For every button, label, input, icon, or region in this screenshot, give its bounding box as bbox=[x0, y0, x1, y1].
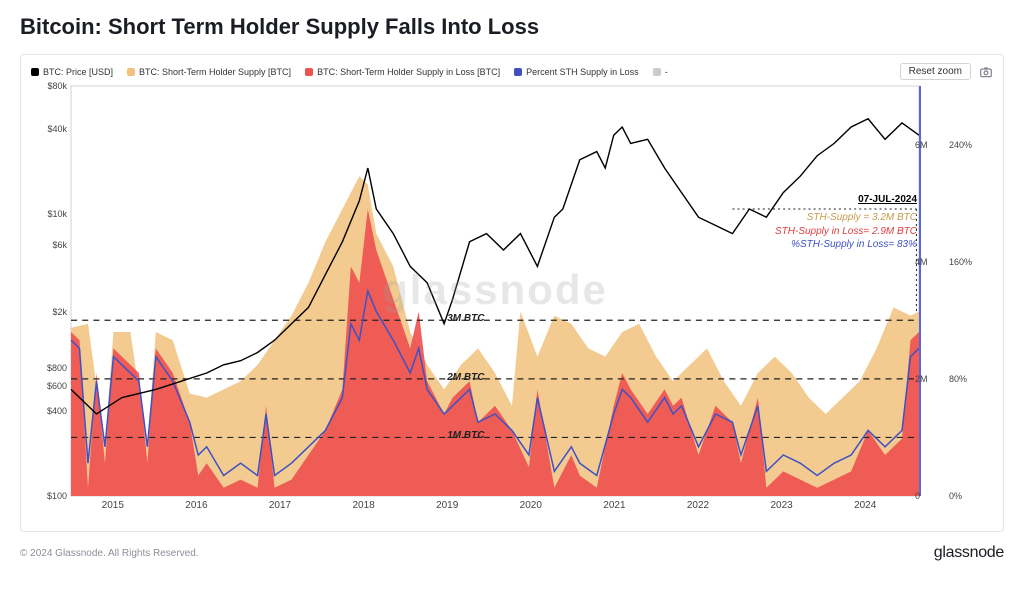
y-left-tick: $100 bbox=[33, 491, 67, 501]
legend-item[interactable]: Percent STH Supply in Loss bbox=[514, 67, 639, 77]
plot-svg bbox=[69, 84, 921, 514]
legend-swatch bbox=[305, 68, 313, 76]
y-right-btc-tick: 0 bbox=[915, 491, 920, 501]
camera-icon[interactable] bbox=[979, 65, 993, 79]
legend-swatch bbox=[514, 68, 522, 76]
legend-item[interactable]: BTC: Price [USD] bbox=[31, 67, 113, 77]
x-tick: 2022 bbox=[687, 500, 709, 511]
y-right-pct-tick: 80% bbox=[949, 374, 967, 384]
plot-area[interactable]: glassnode $100$400$600$800$2k$6k$10k$40k… bbox=[69, 84, 921, 514]
y-left-tick: $10k bbox=[33, 209, 67, 219]
chart-frame: BTC: Price [USD] BTC: Short-Term Holder S… bbox=[20, 54, 1004, 532]
ref-line-label: 2M BTC bbox=[447, 372, 484, 383]
y-right-pct-tick: 0% bbox=[949, 491, 962, 501]
y-left-tick: $600 bbox=[33, 381, 67, 391]
x-tick: 2019 bbox=[436, 500, 458, 511]
annotation-stats: STH-Supply = 3.2M BTCSTH-Supply in Loss=… bbox=[775, 211, 917, 252]
x-tick: 2018 bbox=[352, 500, 374, 511]
legend-label: BTC: Price [USD] bbox=[43, 67, 113, 77]
annotation-date: 07-JUL-2024 bbox=[858, 193, 917, 207]
legend-item[interactable]: - bbox=[653, 67, 668, 77]
x-tick: 2021 bbox=[603, 500, 625, 511]
x-tick: 2023 bbox=[770, 500, 792, 511]
legend-swatch bbox=[127, 68, 135, 76]
ref-line-label: 3M BTC bbox=[447, 313, 484, 324]
x-tick: 2015 bbox=[102, 500, 124, 511]
brand-logo: glassnode bbox=[934, 544, 1004, 562]
y-left-tick: $6k bbox=[33, 240, 67, 250]
y-left-tick: $40k bbox=[33, 124, 67, 134]
y-left-tick: $80k bbox=[33, 81, 67, 91]
legend-label: - bbox=[665, 67, 668, 77]
x-tick: 2024 bbox=[854, 500, 876, 511]
copyright: © 2024 Glassnode. All Rights Reserved. bbox=[20, 548, 199, 559]
y-left-tick: $2k bbox=[33, 307, 67, 317]
legend-item[interactable]: BTC: Short-Term Holder Supply [BTC] bbox=[127, 67, 291, 77]
y-right-pct-tick: 240% bbox=[949, 140, 972, 150]
y-right-btc-tick: 6M bbox=[915, 140, 928, 150]
legend-label: BTC: Short-Term Holder Supply in Loss [B… bbox=[317, 67, 500, 77]
footer: © 2024 Glassnode. All Rights Reserved. g… bbox=[20, 544, 1004, 562]
y-left-tick: $800 bbox=[33, 363, 67, 373]
x-tick: 2017 bbox=[269, 500, 291, 511]
legend-bar: BTC: Price [USD] BTC: Short-Term Holder S… bbox=[31, 63, 993, 80]
y-right-pct-tick: 160% bbox=[949, 257, 972, 267]
legend-label: Percent STH Supply in Loss bbox=[526, 67, 639, 77]
y-right-btc-tick: 4M bbox=[915, 257, 928, 267]
y-left-tick: $400 bbox=[33, 406, 67, 416]
x-tick: 2016 bbox=[185, 500, 207, 511]
ref-line-label: 1M BTC bbox=[447, 430, 484, 441]
x-tick: 2020 bbox=[520, 500, 542, 511]
legend-swatch bbox=[31, 68, 39, 76]
y-right-btc-tick: 2M bbox=[915, 374, 928, 384]
legend-swatch bbox=[653, 68, 661, 76]
chart-title: Bitcoin: Short Term Holder Supply Falls … bbox=[20, 14, 1004, 40]
legend-label: BTC: Short-Term Holder Supply [BTC] bbox=[139, 67, 291, 77]
legend-item[interactable]: BTC: Short-Term Holder Supply in Loss [B… bbox=[305, 67, 500, 77]
reset-zoom-button[interactable]: Reset zoom bbox=[900, 63, 971, 80]
